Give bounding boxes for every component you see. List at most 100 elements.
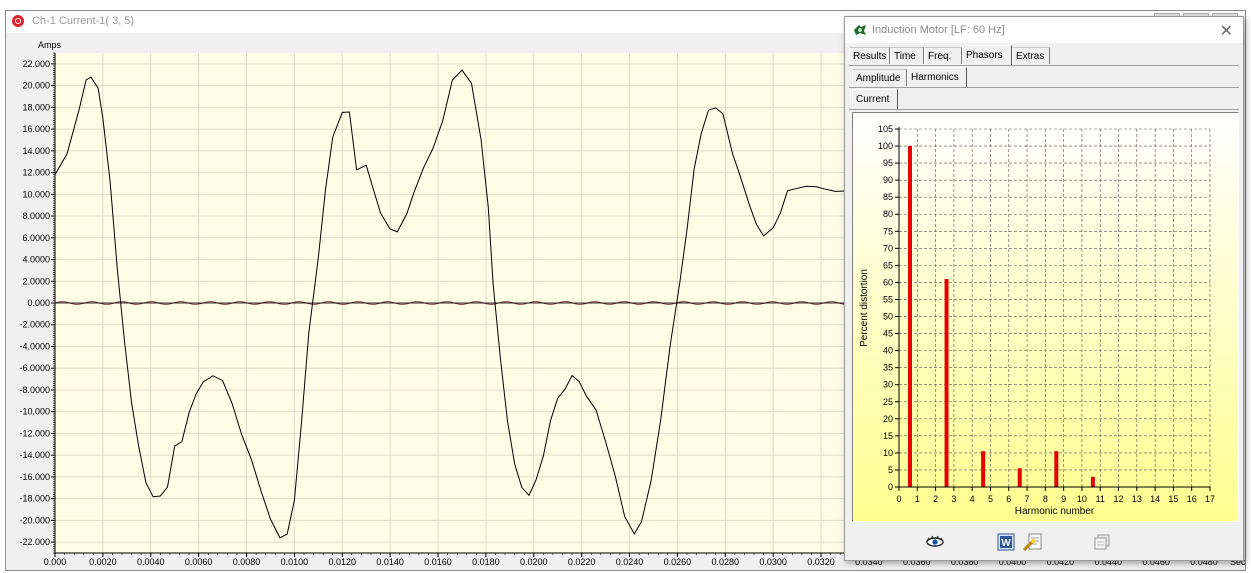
y-tick-label: 12.000	[22, 168, 50, 178]
x-tick-label: 0.0380	[951, 557, 979, 567]
x-tick-label: 16	[1187, 494, 1197, 504]
y-tick-label: -4.0000	[19, 341, 50, 351]
y-tick-label: 5	[888, 465, 893, 475]
y-tick-label: -10.000	[19, 407, 50, 417]
x-tick-label: 0.0240	[616, 557, 644, 567]
y-tick-label: 0.000	[27, 298, 50, 308]
svg-text:W: W	[1001, 538, 1011, 549]
x-tick-label: 0.0420	[1047, 557, 1075, 567]
x-tick-label: 1	[915, 494, 920, 504]
y-tick-label: -2.0000	[19, 320, 50, 330]
y-tick-label: 8.0000	[22, 211, 50, 221]
settings-wand-icon[interactable]	[1023, 533, 1043, 551]
motor-icon	[854, 25, 866, 35]
x-tick-label: 0.0480	[1190, 557, 1218, 567]
tab-results[interactable]: Results	[849, 47, 890, 64]
tab-harmonics[interactable]: Harmonics	[907, 67, 967, 87]
y-tick-label: 60	[883, 277, 893, 287]
x-tick-label: 10	[1077, 494, 1087, 504]
x-tick-label: 11	[1096, 494, 1105, 504]
y-tick-label: 4.0000	[22, 255, 50, 265]
tab-amplitude[interactable]: Amplitude	[852, 69, 907, 86]
harmonic-bar-9	[1054, 451, 1059, 487]
harmonic-bar-5	[981, 451, 986, 487]
dialog-toolbar: W	[847, 527, 1241, 558]
x-tick-label: 3	[951, 494, 956, 504]
copy-icon[interactable]	[1092, 533, 1112, 551]
x-tick-label: 4	[970, 494, 975, 504]
harmonic-bar-3	[944, 279, 949, 487]
y-tick-label: 70	[883, 243, 893, 253]
y-tick-label: -6.0000	[19, 363, 50, 373]
word-export-icon[interactable]: W	[997, 533, 1017, 551]
x-tick-label: 9	[1061, 494, 1066, 504]
harmonic-bar-7	[1017, 468, 1022, 487]
y-tick-label: 2.0000	[22, 276, 50, 286]
x-tick-label: 0.000	[44, 557, 67, 567]
y-tick-label: -22.000	[19, 537, 50, 547]
x-tick-label: 0.0440	[1095, 557, 1123, 567]
x-tick-label: 0.0400	[999, 557, 1027, 567]
x-tick-label: 0.0120	[328, 557, 356, 567]
y-tick-label: 10	[883, 448, 893, 458]
x-tick-label: 0.0140	[376, 557, 404, 567]
x-tick-label: 0.0080	[233, 557, 261, 567]
channel-tab-row: Current	[849, 89, 1239, 110]
y-tick-label: 75	[883, 226, 893, 236]
tab-freq[interactable]: Freq.	[924, 47, 962, 64]
y-tick-label: 100	[878, 141, 893, 151]
x-tick-label: 0.0060	[185, 557, 213, 567]
y-axis-title: Percent distortion	[859, 269, 870, 347]
y-tick-label: 30	[883, 380, 893, 390]
harmonic-bar-1	[907, 146, 912, 488]
harmonics-bar-chart: 0510152025303540455055606570758085909510…	[853, 113, 1238, 521]
window-title: Ch-1 Current-1( 3, 5)	[32, 15, 135, 27]
x-tick-label: 0.0460	[1142, 557, 1170, 567]
dialog-title: Induction Motor [LF: 60 Hz]	[872, 24, 1005, 36]
x-tick-label: 0.0340	[855, 557, 883, 567]
x-tick-label: 6	[1006, 494, 1011, 504]
y-tick-label: 85	[883, 192, 893, 202]
sub-tab-row: Amplitude Harmonics	[849, 67, 1239, 88]
y-tick-label: 95	[883, 158, 893, 168]
dialog-close-icon[interactable]: ✕	[1219, 23, 1233, 40]
y-tick-label: 14.000	[22, 146, 50, 156]
y-tick-label: 45	[883, 329, 893, 339]
y-tick-label: -14.000	[19, 450, 50, 460]
harmonics-dialog[interactable]: Induction Motor [LF: 60 Hz] ✕ Results Tim…	[844, 16, 1244, 561]
y-tick-label: -12.000	[19, 428, 50, 438]
y-tick-label: 90	[883, 175, 893, 185]
main-tab-row: Results Time Freq. Phasors Extras	[849, 45, 1239, 66]
harmonic-bar-11	[1090, 476, 1095, 487]
x-axis-unit-label: Sec	[1230, 557, 1245, 567]
x-tick-label: 0.0160	[424, 557, 452, 567]
x-tick-label: 0.0220	[568, 557, 596, 567]
y-tick-label: 80	[883, 209, 893, 219]
tab-current[interactable]: Current	[852, 89, 898, 109]
x-tick-label: 0.0300	[759, 557, 787, 567]
tab-time[interactable]: Time	[890, 47, 924, 64]
x-tick-label: 0.0040	[137, 557, 165, 567]
x-tick-label: 5	[988, 494, 993, 504]
y-tick-label: -18.000	[19, 494, 50, 504]
current-waveform-trace	[54, 69, 853, 539]
y-tick-label: 15	[883, 431, 893, 441]
y-tick-label: 65	[883, 260, 893, 270]
x-tick-label: 2	[933, 494, 938, 504]
y-tick-label: 22.000	[22, 59, 50, 69]
x-tick-label: 0.0320	[807, 557, 835, 567]
y-tick-label: -16.000	[19, 472, 50, 482]
eye-icon[interactable]	[925, 533, 945, 551]
x-tick-label: 0.0100	[281, 557, 309, 567]
x-tick-label: 0.0360	[903, 557, 931, 567]
harmonics-chart-panel: 0 5 10 15 20 25 30 35 40 45 50 55 60 65 70 75 80 85 90 95 10…	[852, 112, 1239, 522]
x-tick-label: 15	[1168, 494, 1178, 504]
x-axis-title: Harmonic number	[1015, 506, 1095, 517]
tab-phasors[interactable]: Phasors	[962, 45, 1012, 65]
tab-extras[interactable]: Extras	[1012, 47, 1050, 64]
y-tick-label: 20.000	[22, 81, 50, 91]
x-tick-label: 17	[1205, 494, 1215, 504]
y-tick-label: 20	[883, 414, 893, 424]
x-tick-label: 0.0260	[664, 557, 692, 567]
dialog-titlebar[interactable]: Induction Motor [LF: 60 Hz] ✕	[845, 17, 1243, 43]
